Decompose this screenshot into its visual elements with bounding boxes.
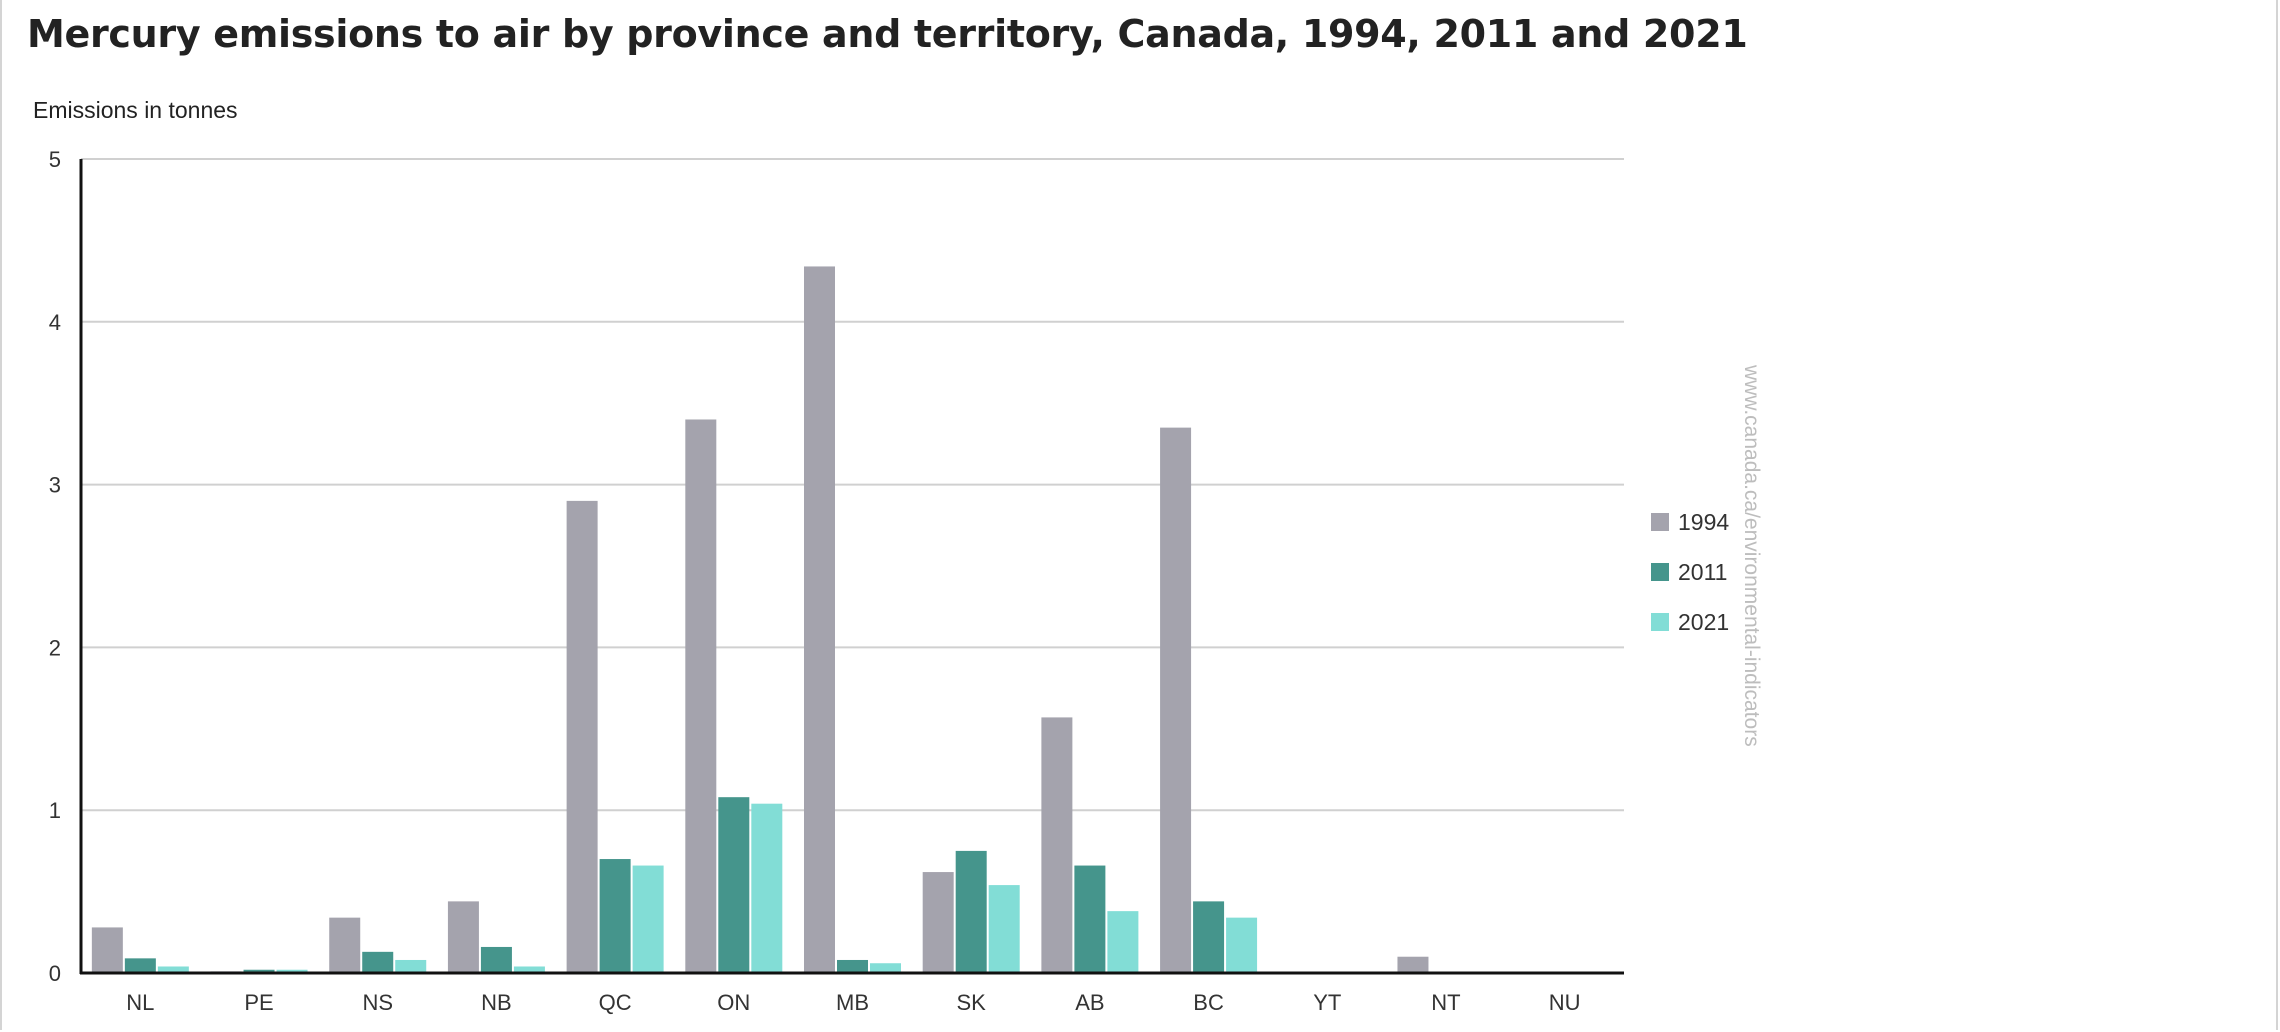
bar-1994-mb bbox=[804, 266, 835, 973]
legend-swatch-1994 bbox=[1651, 513, 1669, 531]
bar-2021-ab bbox=[1107, 911, 1139, 973]
bar-2011-qc bbox=[599, 859, 631, 973]
bar-2021-sk bbox=[988, 885, 1020, 973]
x-tick-label-on: ON bbox=[717, 990, 750, 1015]
bar-1994-ns bbox=[329, 917, 361, 973]
bar-2011-pe bbox=[243, 969, 275, 973]
bar-2011-bc bbox=[1193, 901, 1225, 973]
bar-2021-pe bbox=[276, 969, 308, 973]
bar-2021-nl bbox=[157, 966, 189, 973]
x-tick-label-nt: NT bbox=[1431, 990, 1460, 1015]
bar-1994-bc bbox=[1160, 427, 1192, 973]
x-tick-label-ns: NS bbox=[362, 990, 393, 1015]
bar-2021-mb bbox=[870, 963, 901, 973]
y-tick-label: 5 bbox=[49, 147, 61, 172]
x-tick-label-nb: NB bbox=[481, 990, 512, 1015]
bar-1994-nt bbox=[1397, 956, 1429, 973]
x-tick-label-yt: YT bbox=[1313, 990, 1341, 1015]
x-tick-label-pe: PE bbox=[244, 990, 273, 1015]
bar-2011-mb bbox=[837, 959, 868, 973]
bar-1994-ab bbox=[1041, 717, 1073, 973]
legend-label-2011: 2011 bbox=[1678, 559, 1727, 585]
bar-2011-on bbox=[718, 797, 750, 973]
bar-2021-bc bbox=[1226, 917, 1258, 973]
bar-2011-ns bbox=[362, 951, 394, 973]
bar-1994-sk bbox=[922, 872, 954, 973]
bar-2021-ns bbox=[395, 959, 427, 973]
bar-2021-qc bbox=[632, 865, 664, 973]
y-tick-label: 4 bbox=[49, 310, 61, 335]
x-tick-label-ab: AB bbox=[1075, 990, 1104, 1015]
y-tick-label: 0 bbox=[49, 961, 61, 986]
y-axis-label: Emissions in tonnes bbox=[33, 97, 238, 123]
x-tick-label-mb: MB bbox=[836, 990, 869, 1015]
bar-2011-ab bbox=[1074, 865, 1106, 973]
x-tick-label-qc: QC bbox=[599, 990, 632, 1015]
bar-2011-sk bbox=[955, 850, 987, 973]
bar-2021-on bbox=[751, 803, 783, 973]
y-tick-label: 2 bbox=[49, 635, 61, 660]
legend-label-1994: 1994 bbox=[1678, 509, 1729, 535]
bar-1994-on bbox=[685, 419, 717, 974]
y-tick-label: 3 bbox=[49, 473, 61, 498]
chart-title: Mercury emissions to air by province and… bbox=[27, 12, 1748, 56]
x-tick-label-nu: NU bbox=[1549, 990, 1581, 1015]
bar-2011-nl bbox=[124, 958, 156, 973]
x-tick-label-nl: NL bbox=[126, 990, 154, 1015]
bar-1994-nl bbox=[91, 927, 123, 973]
y-tick-label: 1 bbox=[49, 798, 61, 823]
legend-swatch-2011 bbox=[1651, 563, 1669, 581]
x-tick-label-sk: SK bbox=[957, 990, 987, 1015]
bar-1994-nb bbox=[447, 901, 479, 973]
bar-2011-nb bbox=[480, 946, 512, 973]
legend-swatch-2021 bbox=[1651, 613, 1669, 631]
bar-1994-qc bbox=[566, 500, 598, 973]
legend-label-2021: 2021 bbox=[1678, 609, 1729, 635]
x-tick-label-bc: BC bbox=[1193, 990, 1224, 1015]
bar-2021-nb bbox=[513, 966, 545, 973]
